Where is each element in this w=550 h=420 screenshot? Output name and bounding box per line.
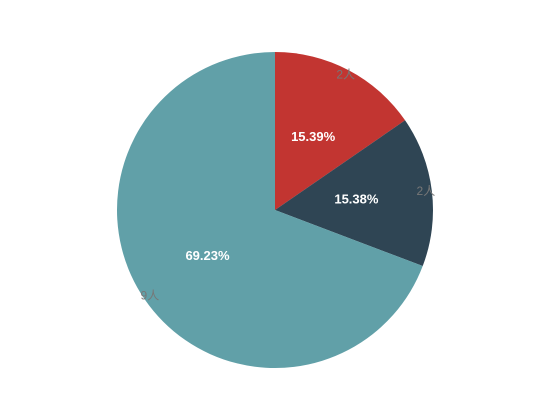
slice-percent-label: 15.38% [334,192,379,207]
slice-name-label: 2人 [417,184,436,198]
pie-slice [275,120,434,267]
slice-percent-label: 69.23% [185,248,230,263]
pie-slice [275,52,406,210]
pie-slice [116,52,423,369]
slice-name-label: 2人 [336,68,355,82]
slice-name-label: 9人 [141,289,160,303]
slice-percent-label: 15.39% [291,129,336,144]
